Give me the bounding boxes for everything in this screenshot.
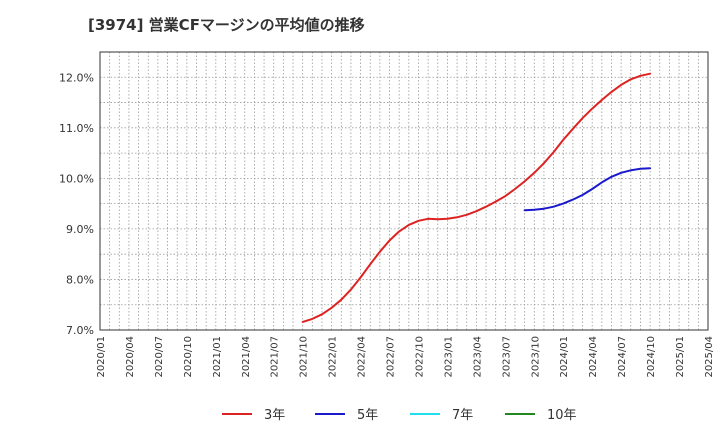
x-tick-label: 2023/01	[443, 336, 454, 378]
y-tick-label: 8.0%	[66, 273, 94, 286]
x-tick-label: 2025/01	[675, 336, 686, 378]
x-tick-label: 2020/07	[154, 336, 165, 378]
x-tick-label: 2022/07	[386, 336, 397, 378]
y-axis-ticks: 7.0% 8.0% 9.0% 10.0% 11.0% 12.0%	[59, 71, 94, 337]
x-tick-label: 2024/07	[617, 336, 628, 378]
y-tick-label: 9.0%	[66, 223, 94, 236]
legend-label: 7年	[452, 408, 473, 423]
x-tick-label: 2020/04	[125, 336, 136, 378]
x-tick-label: 2021/04	[241, 336, 252, 378]
series-line-5年	[523, 167, 652, 212]
x-tick-label: 2023/04	[472, 336, 483, 378]
x-tick-label: 2023/10	[530, 336, 541, 378]
x-tick-label: 2022/04	[357, 336, 368, 378]
y-tick-label: 7.0%	[66, 324, 94, 337]
series-line-3年	[301, 72, 652, 323]
grid	[100, 51, 708, 330]
x-tick-label: 2024/04	[588, 336, 599, 378]
x-tick-label: 2024/01	[559, 336, 570, 378]
legend-label: 3年	[264, 408, 285, 423]
x-tick-label: 2023/07	[501, 336, 512, 378]
y-tick-label: 10.0%	[59, 172, 94, 185]
legend: 3年 5年 7年 10年	[222, 408, 577, 423]
x-tick-label: 2021/01	[212, 336, 223, 378]
legend-label: 5年	[357, 408, 378, 423]
x-tick-label: 2022/01	[328, 336, 339, 378]
x-tick-label: 2021/10	[299, 336, 310, 378]
series-lines	[301, 72, 652, 323]
y-tick-label: 11.0%	[59, 122, 94, 135]
chart-title: [3974] 営業CFマージンの平均値の推移	[88, 16, 365, 34]
legend-label: 10年	[547, 408, 577, 423]
x-tick-label: 2022/10	[414, 336, 425, 378]
x-tick-label: 2020/10	[183, 336, 194, 378]
x-axis-ticks: 2020/01 2020/04 2020/07 2020/10 2021/01 2021/…	[96, 336, 715, 378]
y-tick-label: 12.0%	[59, 71, 94, 84]
x-tick-label: 2025/04	[704, 336, 715, 378]
x-tick-label: 2021/07	[270, 336, 281, 378]
x-tick-label: 2020/01	[96, 336, 107, 378]
plot-area-frame	[99, 51, 709, 331]
x-tick-label: 2024/10	[646, 336, 657, 378]
